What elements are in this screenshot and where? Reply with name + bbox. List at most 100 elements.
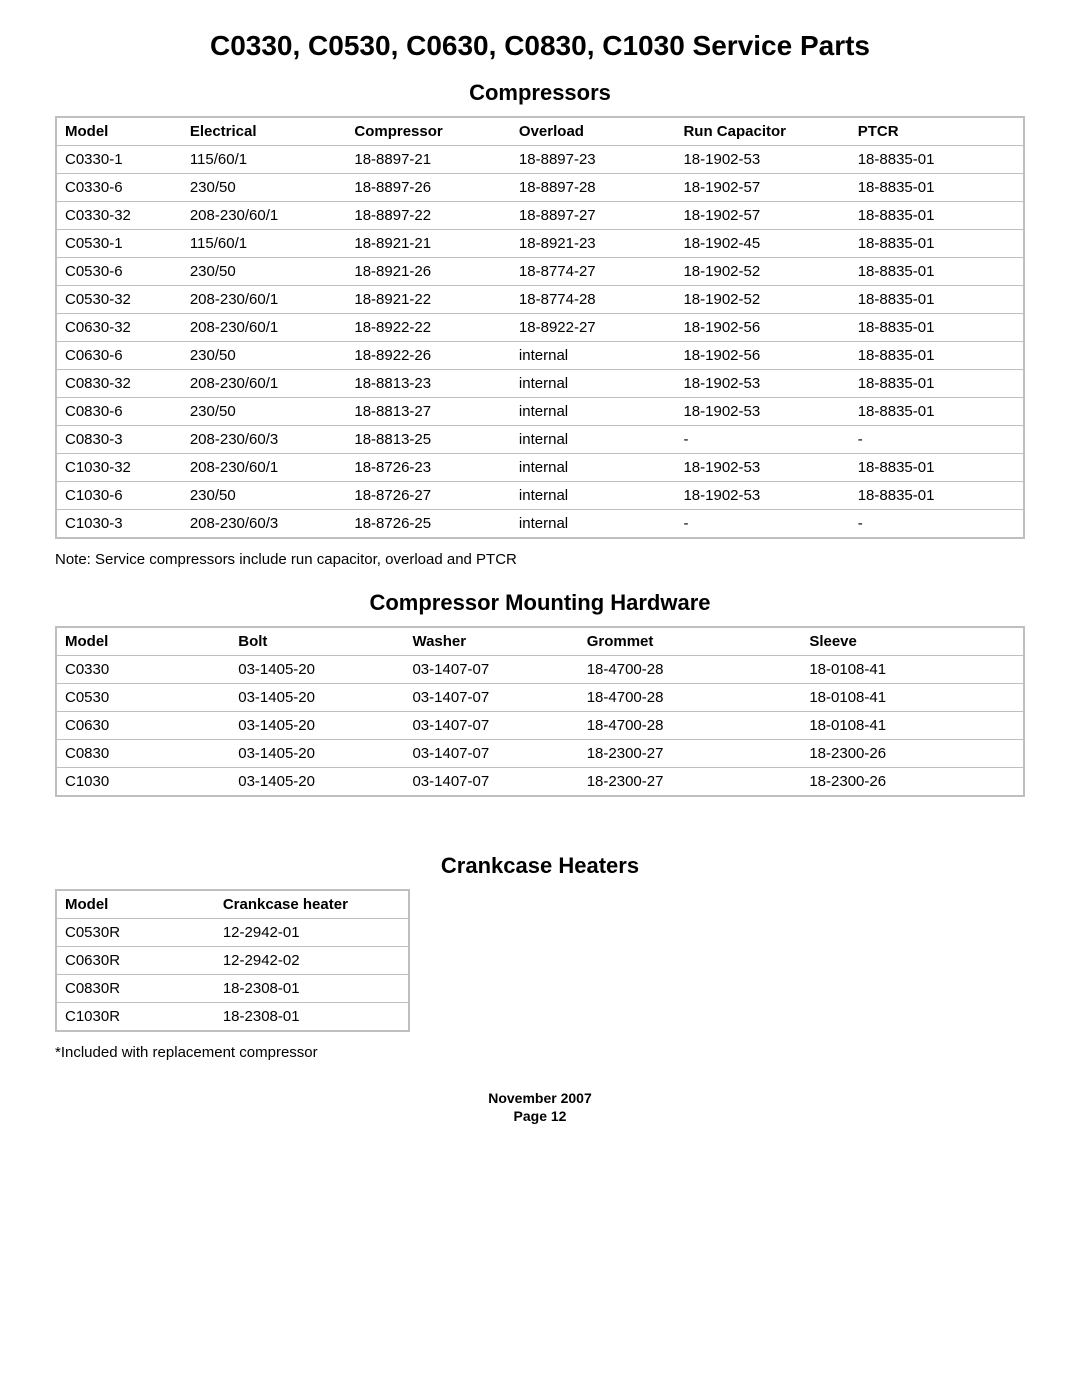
table-cell: C1030-32 [56, 454, 182, 482]
column-header: Run Capacitor [675, 117, 849, 146]
table-cell: 18-1902-53 [675, 146, 849, 174]
table-row: C1030-6230/5018-8726-27internal18-1902-5… [56, 482, 1024, 510]
table-cell: 03-1405-20 [230, 712, 404, 740]
table-cell: 18-8835-01 [850, 202, 1024, 230]
table-cell: 18-8897-27 [511, 202, 676, 230]
column-header: Overload [511, 117, 676, 146]
table-cell: C0530 [56, 684, 230, 712]
table-cell: C1030R [56, 1003, 215, 1032]
column-header: Grommet [579, 627, 802, 656]
table-row: C0530-6230/5018-8921-2618-8774-2718-1902… [56, 258, 1024, 286]
table-cell: C0530R [56, 919, 215, 947]
table-row: C0630-6230/5018-8922-26internal18-1902-5… [56, 342, 1024, 370]
table-cell: 18-2300-26 [801, 768, 1024, 797]
column-header: Crankcase heater [215, 890, 409, 919]
table-cell: 18-8835-01 [850, 370, 1024, 398]
table-cell: internal [511, 398, 676, 426]
table-cell: 18-8835-01 [850, 174, 1024, 202]
table-row: C1030-3208-230/60/318-8726-25internal-- [56, 510, 1024, 539]
table-row: C0830-32208-230/60/118-8813-23internal18… [56, 370, 1024, 398]
table-cell: C0530-32 [56, 286, 182, 314]
table-cell: 03-1405-20 [230, 768, 404, 797]
table-cell: 18-2300-27 [579, 768, 802, 797]
table-cell: C0830 [56, 740, 230, 768]
table-cell: C0630R [56, 947, 215, 975]
column-header: Model [56, 890, 215, 919]
table-cell: 18-8922-27 [511, 314, 676, 342]
table-cell: 12-2942-01 [215, 919, 409, 947]
table-cell: internal [511, 482, 676, 510]
table-cell: 18-8921-23 [511, 230, 676, 258]
compressors-title: Compressors [55, 80, 1025, 106]
table-cell: 18-8774-27 [511, 258, 676, 286]
table-row: C0830R18-2308-01 [56, 975, 409, 1003]
column-header: Washer [404, 627, 578, 656]
table-cell: internal [511, 426, 676, 454]
table-row: C0330-1115/60/118-8897-2118-8897-2318-19… [56, 146, 1024, 174]
column-header: Model [56, 627, 230, 656]
table-cell: 18-8897-28 [511, 174, 676, 202]
table-cell: 18-0108-41 [801, 656, 1024, 684]
table-cell: 03-1405-20 [230, 684, 404, 712]
table-cell: C0830-6 [56, 398, 182, 426]
table-cell: C0530-6 [56, 258, 182, 286]
table-cell: 18-8813-27 [346, 398, 511, 426]
table-cell: 18-4700-28 [579, 684, 802, 712]
table-cell: 18-2308-01 [215, 975, 409, 1003]
table-cell: 18-1902-53 [675, 398, 849, 426]
compressors-note: Note: Service compressors include run ca… [55, 551, 1025, 568]
table-row: C0830-6230/5018-8813-27internal18-1902-5… [56, 398, 1024, 426]
table-cell: C1030-3 [56, 510, 182, 539]
table-cell: 18-1902-56 [675, 342, 849, 370]
table-cell: 230/50 [182, 482, 347, 510]
table-row: C1030-32208-230/60/118-8726-23internal18… [56, 454, 1024, 482]
table-row: C103003-1405-2003-1407-0718-2300-2718-23… [56, 768, 1024, 797]
table-cell: 230/50 [182, 174, 347, 202]
table-row: C0330-6230/5018-8897-2618-8897-2818-1902… [56, 174, 1024, 202]
table-cell: 03-1405-20 [230, 656, 404, 684]
table-cell: C1030-6 [56, 482, 182, 510]
table-row: C0330-32208-230/60/118-8897-2218-8897-27… [56, 202, 1024, 230]
table-cell: 18-4700-28 [579, 712, 802, 740]
table-cell: internal [511, 454, 676, 482]
table-cell: C0330-1 [56, 146, 182, 174]
footer-page: Page 12 [55, 1107, 1025, 1125]
table-cell: 18-0108-41 [801, 684, 1024, 712]
table-cell: - [850, 510, 1024, 539]
table-cell: 18-1902-57 [675, 174, 849, 202]
table-cell: 03-1407-07 [404, 740, 578, 768]
column-header: Sleeve [801, 627, 1024, 656]
table-cell: C0830-3 [56, 426, 182, 454]
table-row: C0630R12-2942-02 [56, 947, 409, 975]
table-cell: 18-0108-41 [801, 712, 1024, 740]
table-cell: 18-1902-53 [675, 454, 849, 482]
table-row: C0530-32208-230/60/118-8921-2218-8774-28… [56, 286, 1024, 314]
table-cell: 18-2300-26 [801, 740, 1024, 768]
table-cell: 18-1902-57 [675, 202, 849, 230]
column-header: Bolt [230, 627, 404, 656]
table-cell: 18-8922-26 [346, 342, 511, 370]
table-cell: 18-8835-01 [850, 286, 1024, 314]
table-cell: 18-8774-28 [511, 286, 676, 314]
table-cell: 18-8921-22 [346, 286, 511, 314]
table-cell: 18-4700-28 [579, 656, 802, 684]
table-cell: 18-8897-21 [346, 146, 511, 174]
table-cell: 208-230/60/1 [182, 454, 347, 482]
table-cell: 18-8835-01 [850, 146, 1024, 174]
table-cell: 18-8835-01 [850, 258, 1024, 286]
table-row: C083003-1405-2003-1407-0718-2300-2718-23… [56, 740, 1024, 768]
table-cell: 03-1407-07 [404, 768, 578, 797]
column-header: Model [56, 117, 182, 146]
table-cell: 18-8897-22 [346, 202, 511, 230]
table-cell: 208-230/60/1 [182, 202, 347, 230]
table-cell: 18-1902-56 [675, 314, 849, 342]
table-cell: 230/50 [182, 258, 347, 286]
table-cell: internal [511, 510, 676, 539]
compressors-table: ModelElectricalCompressorOverloadRun Cap… [55, 116, 1025, 539]
table-cell: 18-8835-01 [850, 482, 1024, 510]
table-cell: C0630-6 [56, 342, 182, 370]
table-row: C063003-1405-2003-1407-0718-4700-2818-01… [56, 712, 1024, 740]
table-cell: internal [511, 370, 676, 398]
table-row: C0630-32208-230/60/118-8922-2218-8922-27… [56, 314, 1024, 342]
table-cell: C0530-1 [56, 230, 182, 258]
